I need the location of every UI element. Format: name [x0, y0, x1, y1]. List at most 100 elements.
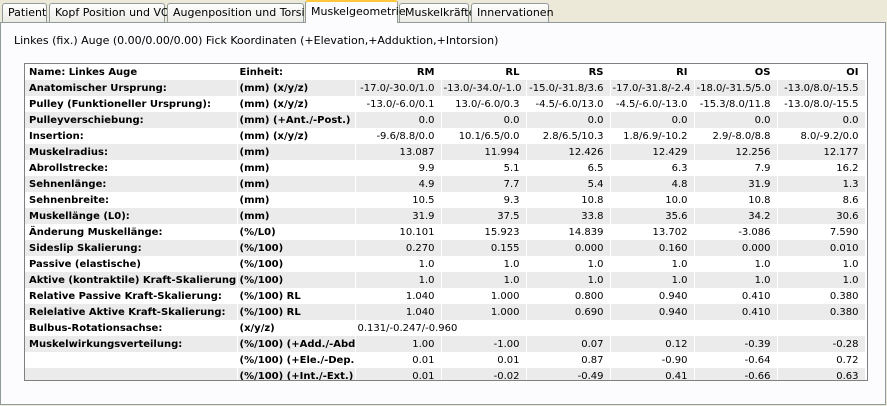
header-col-rm: RM — [355, 64, 442, 80]
row-value-cell: 4.8 — [610, 176, 695, 192]
row-unit-cell: (%/100) (+Int./-Ext.) — [237, 368, 356, 380]
row-value-cell: 1.00 — [355, 336, 442, 352]
eye-coordinates-label: Linkes (fix.) Auge (0.00/0.00/0.00) Fick… — [14, 34, 499, 47]
table-row[interactable]: Muskelwirkungsverteilung: (%/100) (+Add./… — [25, 336, 866, 352]
header-col-os: OS — [694, 64, 778, 80]
tab-bar: Patient Kopf Position und VOR Augenposit… — [0, 0, 887, 23]
row-name-cell: Sehnenbreite: — [25, 192, 238, 208]
table-header-row: Name: Linkes Auge Einheit: RM RL RS RI OS OI — [25, 64, 866, 80]
row-value-cell: 1.0 — [694, 256, 778, 272]
table-row[interactable]: Anatomischer Ursprung: (mm) (x/y/z) -17.0/… — [25, 80, 866, 96]
row-name-cell: Sehnenlänge: — [25, 176, 238, 192]
row-unit-cell: (%/100) — [237, 240, 356, 256]
tab-content-panel: Linkes (fix.) Auge (0.00/0.00/0.00) Fick… — [0, 22, 886, 405]
row-value-cell: -13.0/-6.0/0.1 — [355, 96, 442, 112]
table-row[interactable]: Muskelradius: (mm) 13.087 11.994 12.426 12.42… — [25, 144, 866, 160]
row-value-cell: 1.0 — [526, 256, 611, 272]
row-value-cell: 0.155 — [441, 240, 527, 256]
row-value-cell: 1.0 — [610, 256, 695, 272]
row-value-cell: -18.0/-31.5/5.0 — [694, 80, 778, 96]
row-name-cell: Relelative Aktive Kraft-Skalierung: — [25, 304, 238, 320]
row-name-cell: Insertion: — [25, 128, 238, 144]
row-value-cell: -13.0/-34.0/-1.0 — [441, 80, 527, 96]
row-unit-cell: (mm) — [237, 192, 356, 208]
row-name-cell: Relative Passive Kraft-Skalierung: — [25, 288, 238, 304]
row-value-cell: 12.256 — [694, 144, 778, 160]
table-row[interactable]: Sehnenbreite: (mm) 10.5 9.3 10.8 10.0 10.8 8.6 — [25, 192, 866, 208]
row-value-cell: 0.01 — [441, 352, 527, 368]
row-value-cell: 0.380 — [777, 288, 866, 304]
row-value-cell: 2.8/6.5/10.3 — [526, 128, 611, 144]
row-value-cell: 0.0 — [694, 112, 778, 128]
row-value-cell: -0.49 — [526, 368, 611, 380]
row-value-cell: 0.690 — [526, 304, 611, 320]
row-value-cell: 0.010 — [777, 240, 866, 256]
row-value-cell: -0.39 — [694, 336, 778, 352]
row-value-cell: 30.6 — [777, 208, 866, 224]
row-value-cell: -0.02 — [441, 368, 527, 380]
row-value-cell: 31.9 — [355, 208, 442, 224]
row-value-cell: -0.66 — [694, 368, 778, 380]
row-value-cell: 1.0 — [526, 272, 611, 288]
row-value-cell: 0.410 — [694, 288, 778, 304]
table-row[interactable]: (%/100) (+Ele./-Dep.) 0.01 0.01 0.87 -0.90 -0… — [25, 352, 866, 368]
row-value-cell: 12.426 — [526, 144, 611, 160]
row-name-cell: Anatomischer Ursprung: — [25, 80, 238, 96]
tab-muskelkraefte[interactable]: Muskelkräfte — [399, 3, 475, 22]
row-value-cell: 11.994 — [441, 144, 527, 160]
row-name-cell — [25, 352, 238, 368]
row-value-cell: 0.940 — [610, 304, 695, 320]
table-row[interactable]: Relative Passive Kraft-Skalierung: (%/100… — [25, 288, 866, 304]
row-value-cell: 5.4 — [526, 176, 611, 192]
row-value-cell: 31.9 — [694, 176, 778, 192]
row-value-cell: 0.01 — [355, 368, 442, 380]
tab-innervationen[interactable]: Innervationen — [471, 3, 554, 22]
row-name-cell: Sideslip Skalierung: — [25, 240, 238, 256]
table-row[interactable]: Abrollstrecke: (mm) 9.9 5.1 6.5 6.3 7.9 16.2 — [25, 160, 866, 176]
table-row[interactable]: Pulley (Funktioneller Ursprung): (mm) (x/… — [25, 96, 866, 112]
table-row[interactable]: Bulbus-Rotationsachse: (x/y/z) 0.131/-0.24… — [25, 320, 866, 336]
table-row[interactable]: Sehnenlänge: (mm) 4.9 7.7 5.4 4.8 31.9 1.3 — [25, 176, 866, 192]
tab-augenposition-torsion[interactable]: Augenposition und Torsion — [167, 3, 318, 22]
tab-kopf-position-vor[interactable]: Kopf Position und VOR — [49, 3, 177, 22]
row-value-cell: 0.800 — [526, 288, 611, 304]
row-value-cell: 0.01 — [355, 352, 442, 368]
row-unit-cell: (mm) — [237, 208, 356, 224]
row-value-cell: -1.00 — [441, 336, 527, 352]
row-value-cell: 1.0 — [441, 272, 527, 288]
row-value-cell: 10.0 — [610, 192, 695, 208]
header-col-ri: RI — [610, 64, 695, 80]
table-row[interactable]: Passive (elastische) (%/100) 1.0 1.0 1.0 1.0 1… — [25, 256, 866, 272]
table-row[interactable]: Relelative Aktive Kraft-Skalierung: (%/10… — [25, 304, 866, 320]
tab-muskelgeometrie[interactable]: Muskelgeometrie — [305, 0, 406, 23]
row-value-cell: 35.6 — [610, 208, 695, 224]
row-value-cell: 0.410 — [694, 304, 778, 320]
header-col-rl: RL — [441, 64, 527, 80]
row-value-cell: 7.9 — [694, 160, 778, 176]
row-value-cell: 12.429 — [610, 144, 695, 160]
row-value-cell: 7.7 — [441, 176, 527, 192]
row-unit-cell: (x/y/z) — [237, 320, 356, 336]
table-row[interactable]: Pulleyverschiebung: (mm) (+Ant./-Post.) 0.… — [25, 112, 866, 128]
header-name-cell: Name: Linkes Auge — [25, 64, 238, 80]
row-value-cell: 7.590 — [777, 224, 866, 240]
muscle-geometry-table[interactable]: Name: Linkes Auge Einheit: RM RL RS RI OS OI Ana… — [24, 63, 868, 381]
table-row[interactable]: Insertion: (mm) (x/y/z) -9.6/8.8/0.0 10.1/6… — [25, 128, 866, 144]
row-unit-cell: (mm) (x/y/z) — [237, 96, 356, 112]
table-row[interactable]: Änderung Muskellänge: (%/L0) 10.101 15.923 1… — [25, 224, 866, 240]
row-value-cell: 1.0 — [694, 272, 778, 288]
row-value-cell: -17.0/-30.0/1.0 — [355, 80, 442, 96]
tab-patient[interactable]: Patient — [2, 3, 47, 22]
row-unit-cell: (mm) (x/y/z) — [237, 128, 356, 144]
table-row[interactable]: Sideslip Skalierung: (%/100) 0.270 0.155 0.0… — [25, 240, 866, 256]
table-row[interactable]: Aktive (kontraktile) Kraft-Skalierung: (%… — [25, 272, 866, 288]
row-value-cell: 37.5 — [441, 208, 527, 224]
row-empty-cell — [526, 320, 611, 336]
row-name-cell — [25, 368, 238, 380]
table-row[interactable]: (%/100) (+Int./-Ext.) 0.01 -0.02 -0.49 0.41-… — [25, 368, 866, 380]
table-row[interactable]: Muskellänge (L0): (mm) 31.9 37.5 33.8 35.6 34.… — [25, 208, 866, 224]
row-value-cell: -0.64 — [694, 352, 778, 368]
row-name-cell: Passive (elastische) — [25, 256, 238, 272]
row-name-cell: Pulley (Funktioneller Ursprung): — [25, 96, 238, 112]
row-value-cell: 10.1/6.5/0.0 — [441, 128, 527, 144]
